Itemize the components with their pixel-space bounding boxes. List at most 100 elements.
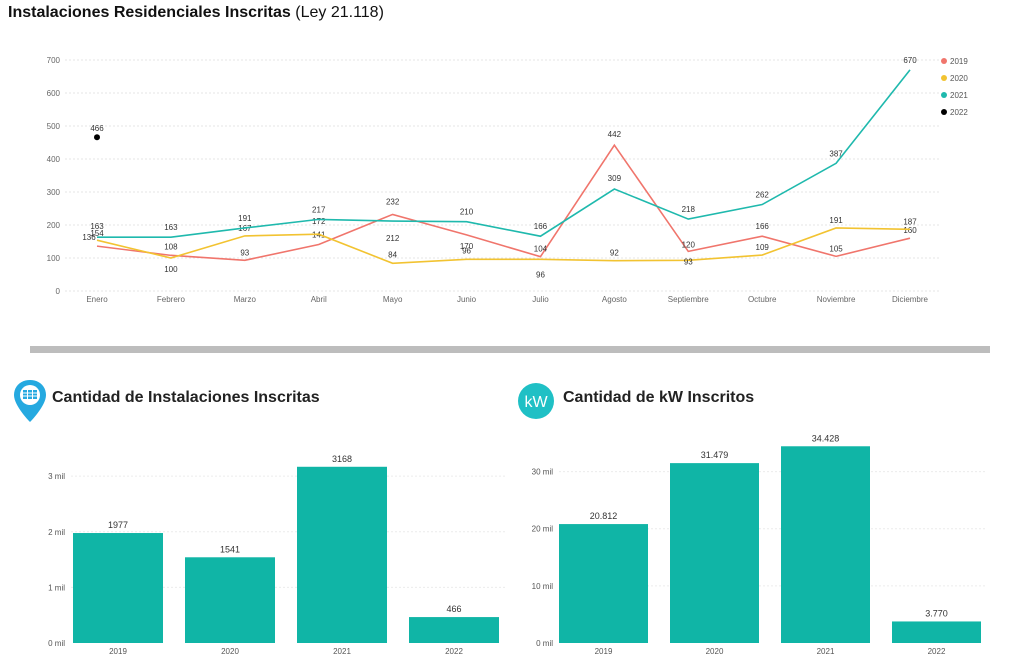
series-line-2020 xyxy=(96,227,911,265)
data-label-2019: 108 xyxy=(164,242,178,251)
y-tick-label: 0 mil xyxy=(536,639,553,648)
data-label-2020: 100 xyxy=(164,265,178,274)
x-tick-label: 2022 xyxy=(445,647,463,656)
bar-value-label: 3168 xyxy=(332,454,352,464)
y-tick-label: 30 mil xyxy=(532,468,554,477)
legend-marker-2020 xyxy=(941,75,947,81)
x-tick-label: 2020 xyxy=(706,647,724,656)
data-label-2020: 191 xyxy=(829,216,843,225)
y-tick-label: 20 mil xyxy=(532,525,554,534)
title-law: (Ley 21.118) xyxy=(290,4,384,21)
bar-value-label: 31.479 xyxy=(701,450,729,460)
y-tick-label: 0 xyxy=(56,287,61,296)
bar-2022 xyxy=(892,621,981,643)
x-tick-label: Septiembre xyxy=(668,295,709,304)
x-tick-label: Noviembre xyxy=(817,295,856,304)
x-tick-label: 2021 xyxy=(333,647,351,656)
data-label-2019: 93 xyxy=(240,248,249,257)
data-label-2021: 163 xyxy=(164,223,178,232)
y-tick-label: 300 xyxy=(47,188,61,197)
y-tick-label: 3 mil xyxy=(48,472,65,481)
legend-marker-2019 xyxy=(941,58,947,64)
data-label-2019: 232 xyxy=(386,197,400,206)
x-tick-label: 2021 xyxy=(817,647,835,656)
y-tick-label: 500 xyxy=(47,122,61,131)
data-label-2021: 166 xyxy=(534,222,548,231)
y-tick-label: 0 mil xyxy=(48,639,65,648)
x-tick-label: 2019 xyxy=(109,647,127,656)
data-label-2019: 170 xyxy=(460,242,474,251)
installations-section-title: Cantidad de Instalaciones Inscritas xyxy=(52,389,320,406)
data-label-2020: 92 xyxy=(610,249,619,258)
bar-2022 xyxy=(409,617,499,643)
x-tick-label: Mayo xyxy=(383,295,403,304)
x-tick-label: Enero xyxy=(86,295,108,304)
location-pin-icon xyxy=(14,380,46,422)
legend-marker-2021 xyxy=(941,92,947,98)
data-label-2021: 210 xyxy=(460,208,474,217)
x-tick-label: Marzo xyxy=(234,295,257,304)
series-point-2022 xyxy=(94,134,100,141)
data-label-2020: 172 xyxy=(312,217,326,226)
x-tick-label: 2022 xyxy=(928,647,946,656)
data-label-2020: 96 xyxy=(536,270,545,279)
y-tick-label: 200 xyxy=(47,221,61,230)
x-tick-label: 2020 xyxy=(221,647,239,656)
x-tick-label: Abril xyxy=(311,295,327,304)
bar-2021 xyxy=(297,466,387,643)
page-title: Instalaciones Residenciales Inscritas (L… xyxy=(8,4,384,22)
line-chart: 0 100 200 300 400 500 600 700 Enero Febrero Marzo A… xyxy=(47,56,969,304)
data-label-2021: 218 xyxy=(682,205,696,214)
title-bold: Instalaciones Residenciales Inscritas xyxy=(8,4,291,21)
x-tick-label: Julio xyxy=(532,295,549,304)
kw-icon-text: kW xyxy=(524,394,548,411)
data-label-2020: 84 xyxy=(388,250,397,259)
x-tick-label: Diciembre xyxy=(892,295,929,304)
data-label-2020: 187 xyxy=(903,217,917,226)
bar-2020 xyxy=(185,557,275,643)
data-label-2022: 466 xyxy=(90,124,104,133)
legend-marker-2022 xyxy=(941,109,947,115)
series-line-2021 xyxy=(97,69,911,239)
y-tick-label: 400 xyxy=(47,155,61,164)
bar-2019 xyxy=(73,533,163,643)
data-label-2019: 105 xyxy=(829,244,843,253)
y-tick-label: 100 xyxy=(47,254,61,263)
installations-bar-chart: 0 mil 1 mil 2 mil 3 mil 1977 2019 1541 2020 3168… xyxy=(48,454,505,656)
bar-value-label: 20.812 xyxy=(590,511,618,521)
series-line-2019 xyxy=(96,143,911,262)
kw-icon: kW xyxy=(518,383,554,419)
data-label-2021: 670 xyxy=(903,56,917,65)
data-label-2020: 96 xyxy=(462,246,471,255)
bar-2021 xyxy=(781,446,870,643)
bar-2020 xyxy=(670,463,759,643)
data-label-2021: 163 xyxy=(90,222,104,231)
y-tick-label: 600 xyxy=(47,89,61,98)
legend-label-2021: 2021 xyxy=(950,91,968,100)
legend-label-2022: 2022 xyxy=(950,108,968,117)
y-tick-label: 1 mil xyxy=(48,583,65,592)
data-label-2019: 120 xyxy=(682,240,696,249)
data-label-2021: 309 xyxy=(608,174,622,183)
data-label-2021: 191 xyxy=(238,214,252,223)
legend-label-2019: 2019 xyxy=(950,57,968,66)
data-label-2019: 442 xyxy=(608,130,622,139)
x-tick-label: Agosto xyxy=(602,295,627,304)
data-label-2021: 262 xyxy=(756,191,770,200)
data-label-2020: 93 xyxy=(684,257,693,266)
section-divider xyxy=(30,346,990,353)
y-tick-label: 10 mil xyxy=(532,582,554,591)
bar-2019 xyxy=(559,524,648,643)
kw-section-title: Cantidad de kW Inscritos xyxy=(563,389,755,406)
bar-value-label: 1541 xyxy=(220,544,240,554)
bar-value-label: 466 xyxy=(446,604,461,614)
data-label-2019: 160 xyxy=(903,226,917,235)
data-label-2021: 387 xyxy=(829,149,843,158)
data-label-2020: 154 xyxy=(90,229,104,238)
data-label-2019: 166 xyxy=(756,222,770,231)
x-tick-label: Febrero xyxy=(157,295,186,304)
data-label-2020: 109 xyxy=(756,243,770,252)
data-label-2021: 217 xyxy=(312,205,326,214)
bar-value-label: 3.770 xyxy=(925,608,948,618)
